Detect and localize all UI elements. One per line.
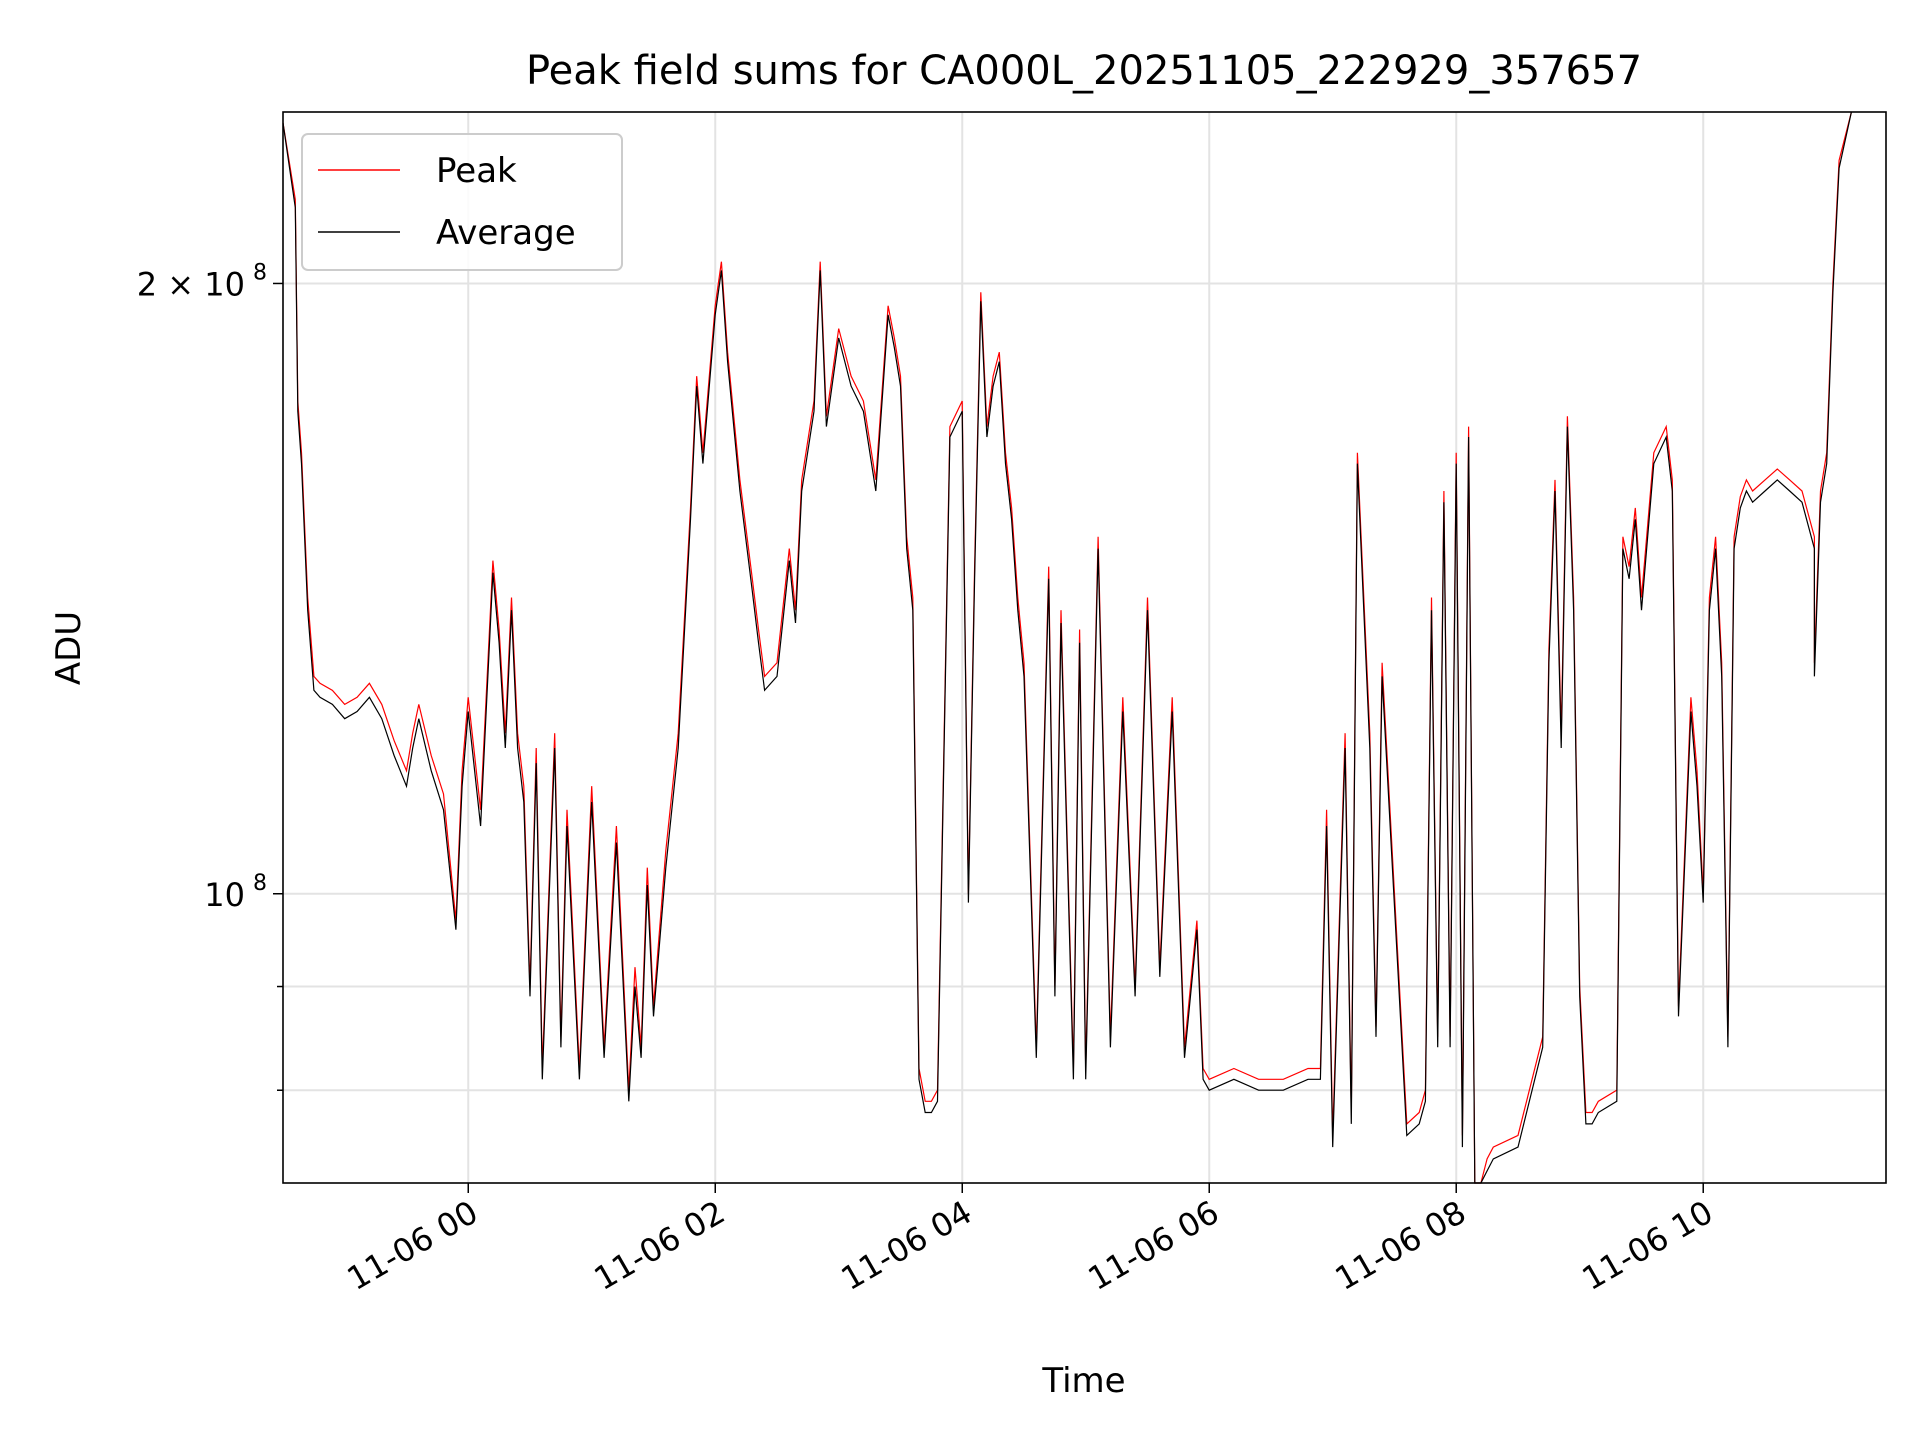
y-tick-label: 10	[204, 876, 245, 914]
legend-label-peak: Peak	[436, 151, 517, 191]
y-tick-exponent: 8	[253, 871, 267, 896]
x-axis-label: Time	[1041, 1361, 1125, 1401]
y-axis: 10 8 2 × 10 8	[137, 260, 283, 1091]
series-group	[282, 111, 1852, 1184]
series-line-average	[282, 111, 1852, 1184]
y-tick-label: 2 × 10	[137, 265, 245, 303]
legend-box	[301, 133, 623, 271]
y-tick-exponent: 8	[253, 260, 267, 285]
legend: Peak Average	[301, 133, 623, 271]
grid	[283, 112, 1886, 1183]
legend-label-average: Average	[436, 213, 576, 253]
chart-title: Peak field sums for CA000L_20251105_2229…	[526, 48, 1642, 94]
y-axis-label: ADU	[49, 611, 89, 685]
plot-frame	[282, 111, 1887, 1184]
